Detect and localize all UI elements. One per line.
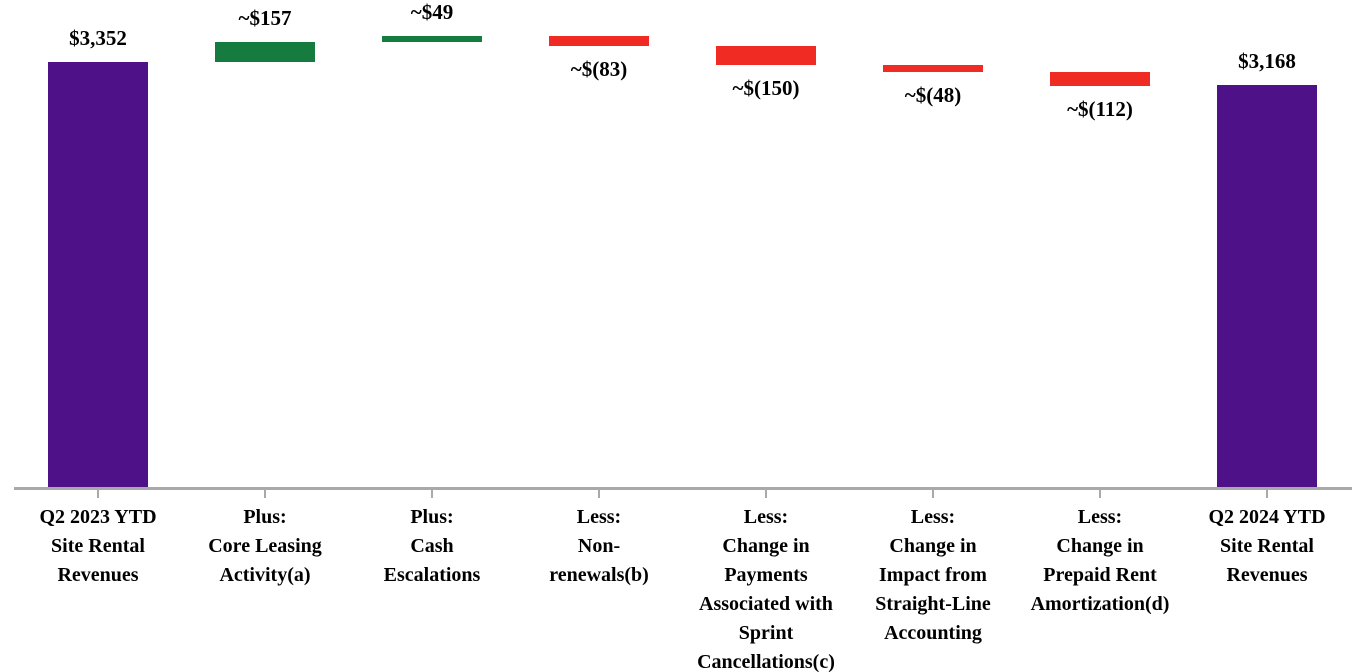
- waterfall-bar-7: [1050, 71, 1150, 86]
- bar-value-label-1: $3,352: [69, 26, 127, 50]
- x-axis-tick-1: [97, 489, 99, 498]
- x-axis-tick-5: [765, 489, 767, 498]
- category-label-6: Less: Change in Impact from Straight-Lin…: [875, 506, 991, 644]
- x-axis-tick-6: [932, 489, 934, 498]
- bar-value-label-6: ~$(48): [904, 82, 962, 107]
- x-axis-line: [14, 487, 1352, 490]
- bar-value-label-2: ~$157: [238, 6, 292, 31]
- x-axis-tick-7: [1099, 489, 1101, 498]
- waterfall-bar-1: [48, 62, 148, 488]
- category-label-2: Plus: Core Leasing Activity(a): [208, 506, 322, 586]
- x-axis-tick-2: [264, 489, 266, 498]
- waterfall-bar-6: [883, 65, 983, 72]
- waterfall-bar-5: [716, 46, 816, 66]
- bar-value-label-8: $3,168: [1238, 49, 1296, 74]
- bar-value-label-5: ~$(150): [732, 76, 800, 101]
- category-label-4: Less: Non- renewals(b): [549, 506, 649, 586]
- category-label-3: Plus: Cash Escalations: [383, 506, 481, 586]
- category-label-8: Q2 2024 YTD Site Rental Revenues: [1208, 506, 1326, 586]
- waterfall-bar-3: [382, 35, 482, 43]
- waterfall-bar-2: [215, 42, 315, 62]
- category-label-1: Q2 2023 YTD Site Rental Revenues: [39, 506, 157, 586]
- waterfall-bar-4: [549, 35, 649, 47]
- waterfall-bar-8: [1217, 85, 1317, 488]
- bar-value-label-4: ~$(83): [570, 57, 628, 82]
- category-label-7: Less: Change in Prepaid Rent Amortizatio…: [1030, 506, 1170, 615]
- x-axis-tick-4: [598, 489, 600, 498]
- category-label-5: Less: Change in Payments Associated with…: [697, 506, 835, 672]
- x-axis-tick-3: [431, 489, 433, 498]
- bar-value-label-3: ~$49: [410, 0, 454, 24]
- bar-value-label-7: ~$(112): [1067, 96, 1133, 121]
- x-axis-tick-8: [1266, 489, 1268, 498]
